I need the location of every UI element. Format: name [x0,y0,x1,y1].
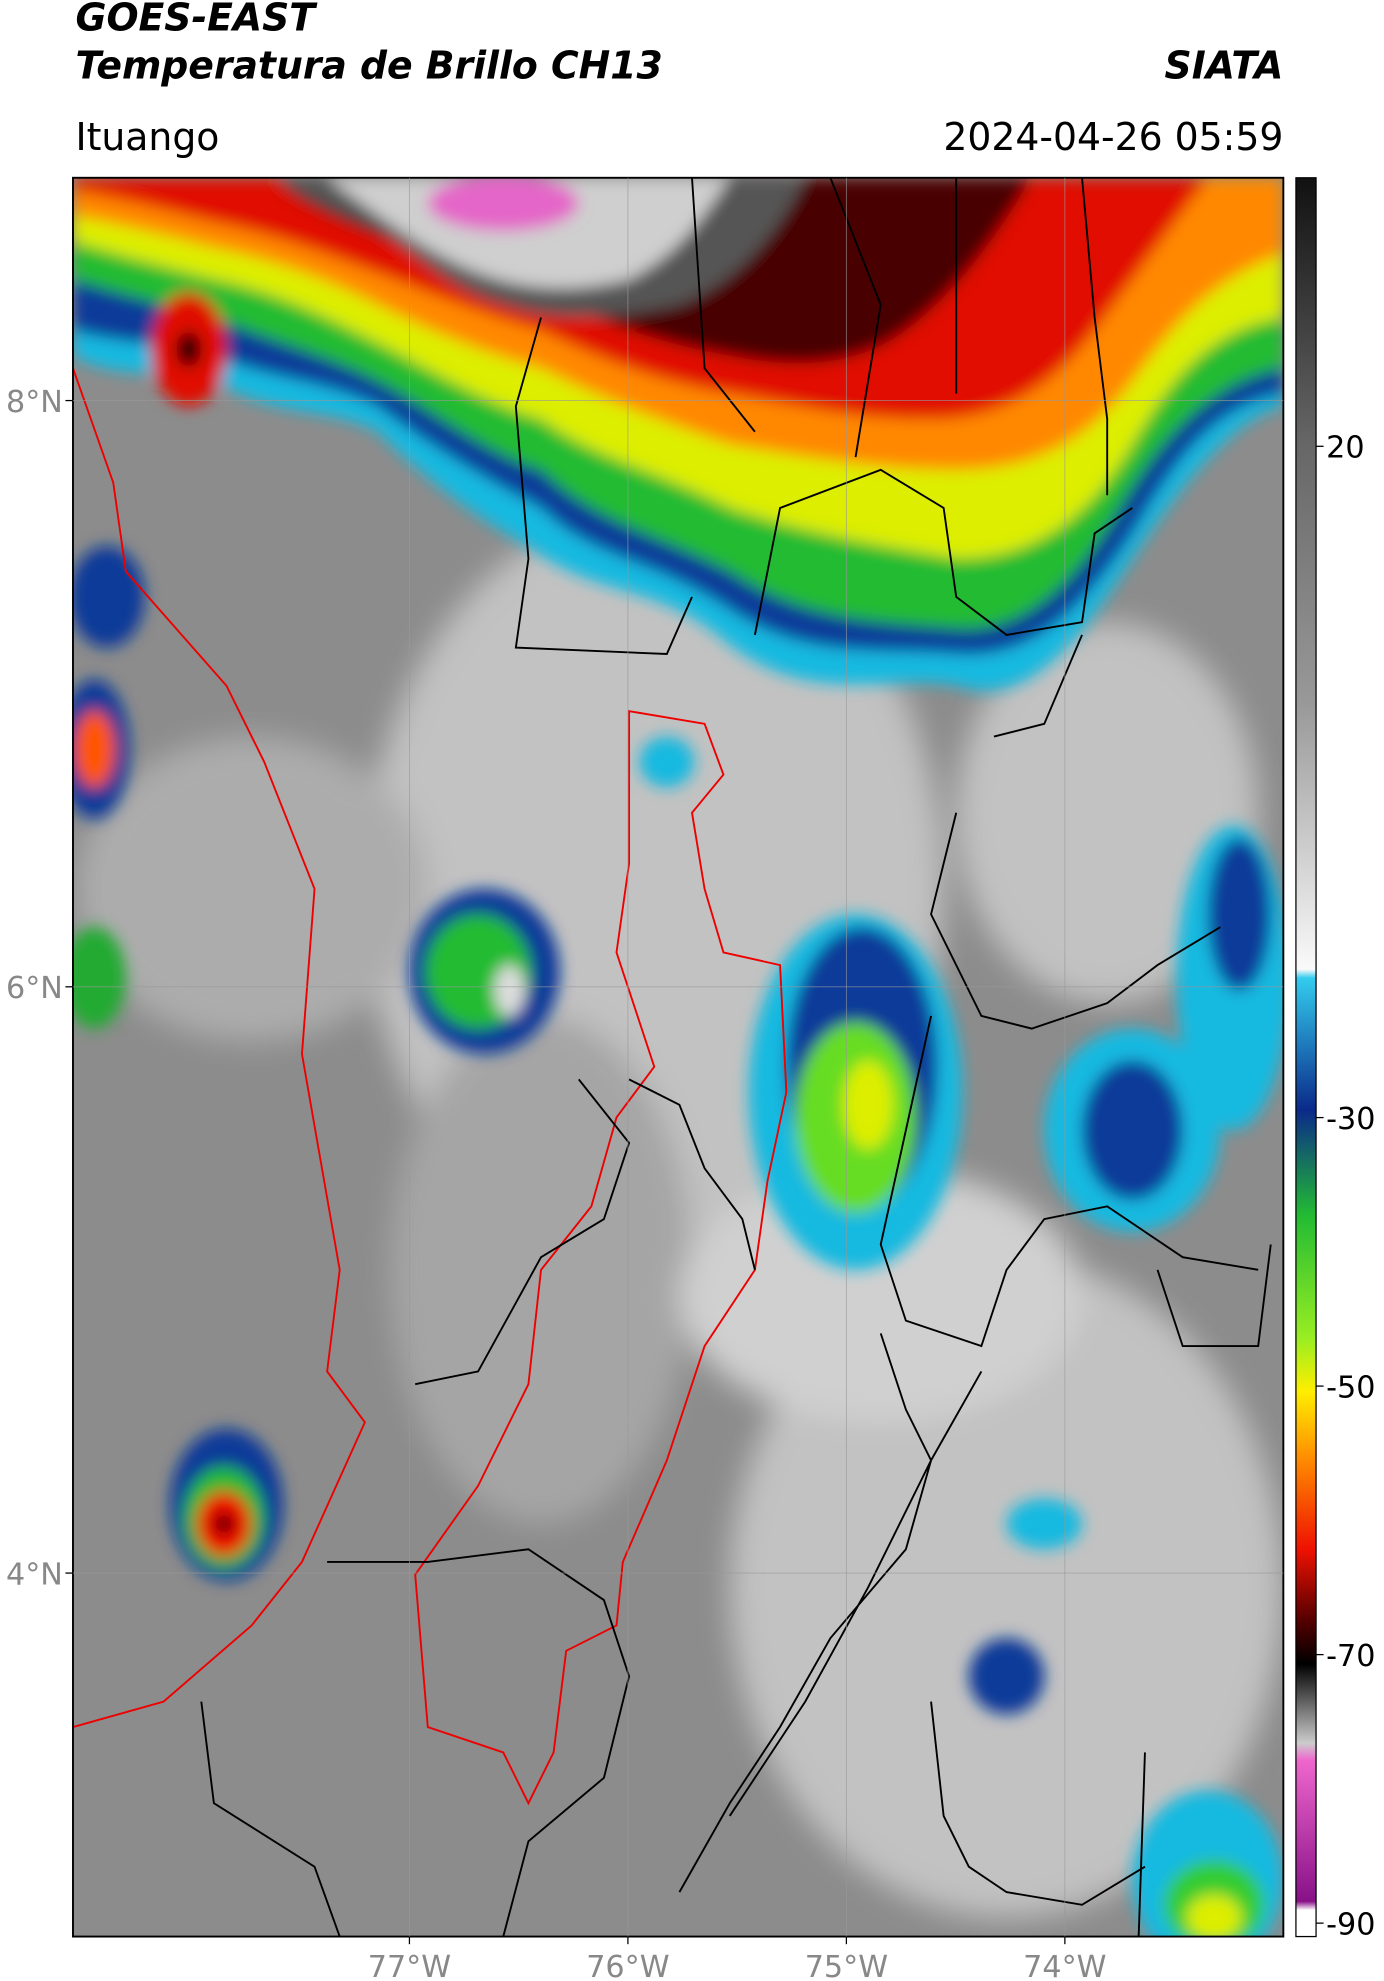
title: GOES-EAST [75,0,318,40]
satellite-image [72,177,1284,1937]
colorbar-tick-label: 20 [1326,431,1364,466]
lat-tick-label: 6°N [6,971,63,1006]
colorbar-tick-label: -70 [1326,1639,1375,1674]
colorbar-tick-label: -90 [1326,1907,1375,1942]
organization: SIATA [1165,44,1284,88]
lon-tick-label: 77°W [368,1950,451,1981]
lon-tick-label: 75°W [805,1950,888,1981]
colorbar [1295,177,1317,1938]
map-frame [72,176,1285,1938]
colorbar-tick-label: -50 [1326,1370,1375,1405]
lon-tick-label: 74°W [1023,1950,1106,1981]
lon-tick-label: 76°W [586,1950,669,1981]
datetime: 2024-04-26 05:59 [943,115,1283,159]
lat-tick-label: 4°N [6,1557,63,1592]
graticule [65,177,1284,1945]
lat-tick-label: 8°N [6,385,63,420]
location: Ituango [75,115,219,159]
colorbar-tick-label: -30 [1326,1102,1375,1137]
subtitle: Temperatura de Brillo CH13 [75,44,662,88]
